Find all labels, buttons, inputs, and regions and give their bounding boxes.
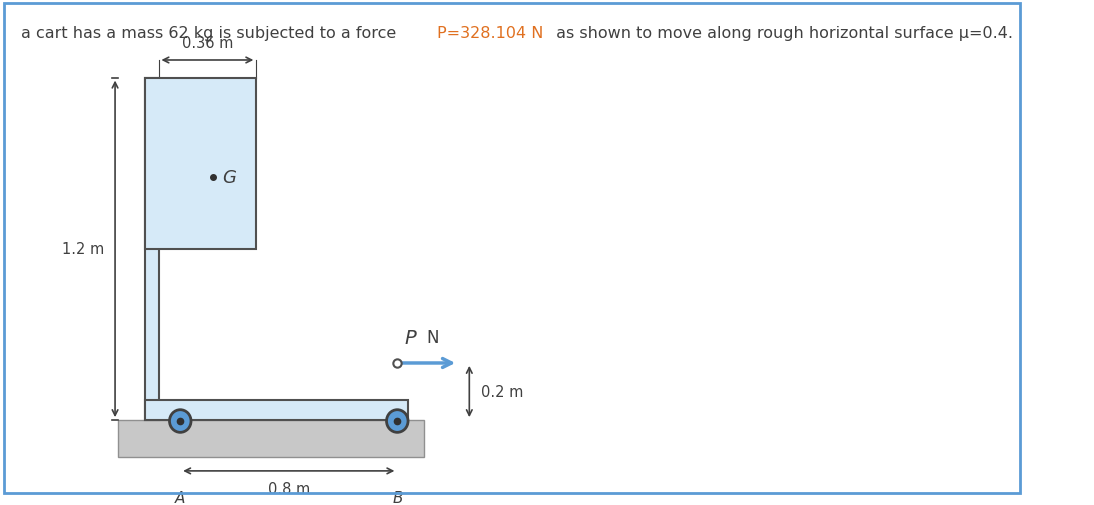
Text: $G$: $G$ xyxy=(222,169,237,187)
Text: $P$: $P$ xyxy=(405,328,418,347)
Bar xyxy=(146,400,408,420)
Bar xyxy=(118,420,424,457)
Bar xyxy=(146,79,159,420)
Text: $B$: $B$ xyxy=(392,489,403,505)
Text: a cart has a mass 62 kg is subjected to a force: a cart has a mass 62 kg is subjected to … xyxy=(21,26,401,41)
Text: 0.36 m: 0.36 m xyxy=(182,36,233,51)
Bar xyxy=(146,79,256,249)
Text: 1.2 m: 1.2 m xyxy=(61,242,104,257)
Text: P=328.104 N: P=328.104 N xyxy=(437,26,544,41)
Circle shape xyxy=(170,410,191,432)
Text: $A$: $A$ xyxy=(174,489,186,505)
Text: 0.2 m: 0.2 m xyxy=(480,384,523,399)
Text: N: N xyxy=(427,329,439,347)
Text: as shown to move along rough horizontal surface μ=0.4.: as shown to move along rough horizontal … xyxy=(551,26,1013,41)
Circle shape xyxy=(386,410,408,432)
Text: 0.8 m: 0.8 m xyxy=(268,481,310,496)
